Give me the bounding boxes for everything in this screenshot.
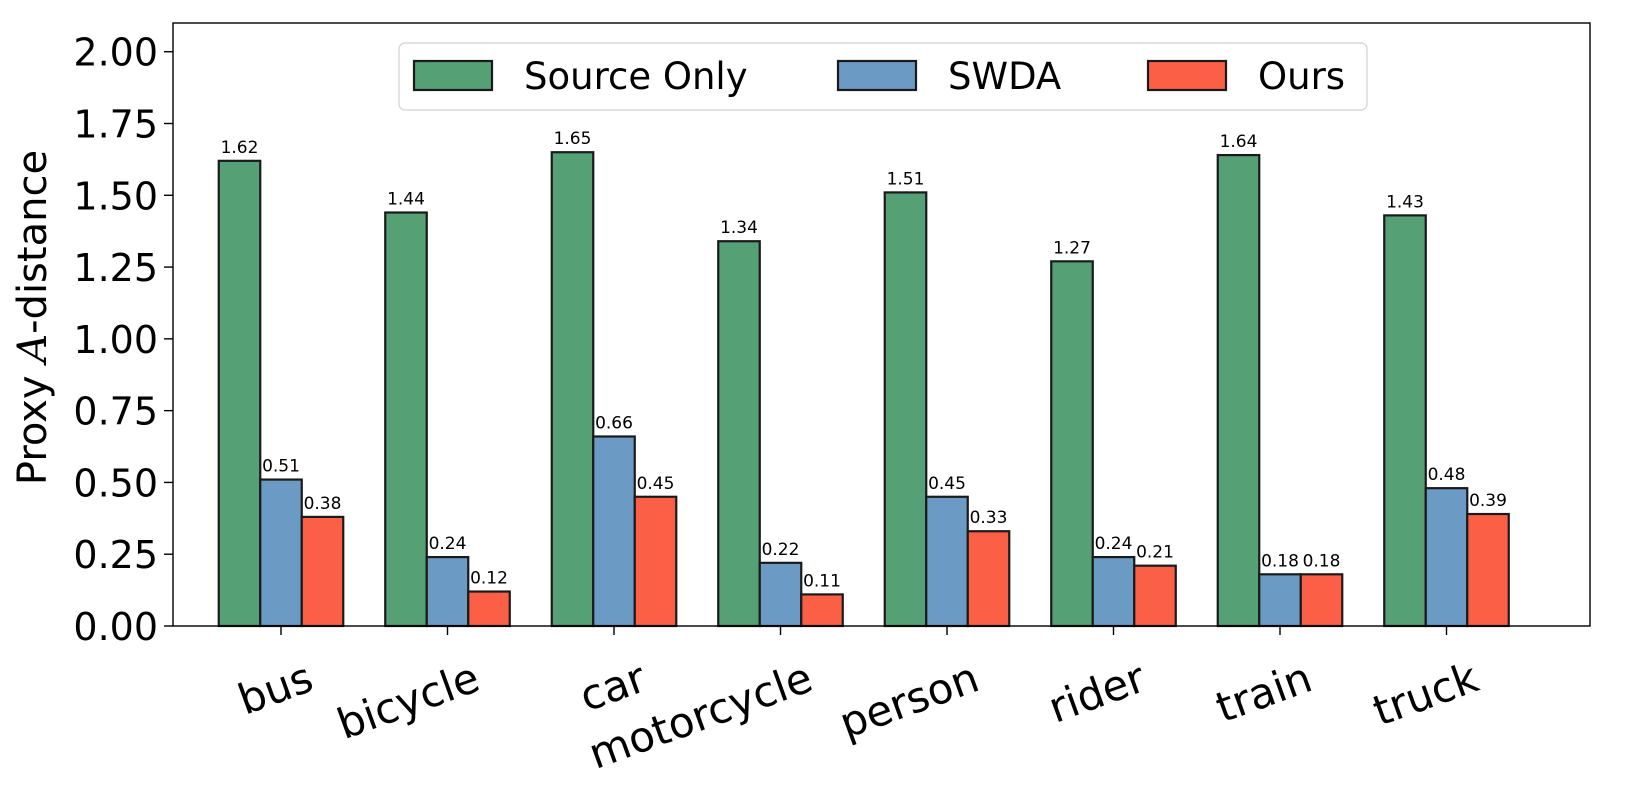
bar-source-only-truck [1383,214,1427,628]
bar-source-only-bus [217,159,262,628]
bar-ours-train [1299,573,1344,628]
bar-swda-motorcycle [758,561,803,628]
data-label-swda-train: 0.18 [1261,551,1299,571]
bar-ours-person [966,530,1011,628]
data-label-source-only-car: 1.65 [554,129,592,149]
data-label-source-only-motorcycle: 1.34 [720,218,758,238]
data-label-ours-motorcycle: 0.11 [803,571,841,591]
data-label-source-only-bus: 1.62 [221,138,259,158]
x-tick-label-train: train [1209,653,1318,732]
data-label-source-only-train: 1.64 [1220,132,1258,152]
x-tick-label-truck: truck [1367,652,1486,735]
y-axis: 0.00 0.25 0.50 0.75 1.00 1.25 1.50 1.75 2.00 [73,31,173,649]
x-tick-label-rider: rider [1042,652,1152,732]
y-tick-label: 0.25 [73,533,158,577]
data-label-ours-bus: 0.38 [304,494,342,514]
bar-source-only-person [883,191,928,628]
bar-source-only-train [1216,153,1261,628]
x-tick-label-bus: bus [232,653,319,725]
legend-swatch-swda [836,59,918,92]
data-label-swda-motorcycle: 0.22 [762,540,800,560]
data-label-swda-bus: 0.51 [262,457,300,477]
bar-swda-bus [259,478,303,628]
bar-swda-bicycle [425,555,470,628]
y-axis-title-suffix: -distance [10,150,56,334]
bar-source-only-motorcycle [717,240,761,628]
data-label-swda-truck: 0.48 [1428,465,1466,485]
y-tick-label: 1.50 [73,174,158,218]
legend-swatch-source-only [412,59,494,92]
legend-label-source-only: Source Only [524,55,748,98]
bar-ours-bus [300,515,345,628]
data-label-source-only-truck: 1.43 [1386,192,1424,212]
bar-source-only-car [550,151,595,628]
y-axis-title-prefix: Proxy [10,363,56,485]
data-label-source-only-rider: 1.27 [1053,238,1091,258]
bar-ours-rider [1133,564,1177,628]
y-tick-label: 1.25 [73,246,158,290]
data-label-ours-person: 0.33 [970,508,1008,528]
bar-swda-car [592,435,636,628]
bar-ours-truck [1466,512,1510,628]
y-axis-title-symbol: A [10,334,56,367]
legend: Source Only SWDA Ours [398,42,1368,111]
legend-label-ours: Ours [1258,55,1345,98]
bar-swda-rider [1091,555,1136,628]
legend-label-swda: SWDA [948,55,1061,98]
data-label-ours-train: 0.18 [1303,551,1341,571]
data-label-source-only-person: 1.51 [887,169,925,189]
bar-swda-truck [1424,487,1469,628]
bar-source-only-bicycle [384,211,428,628]
bar-swda-person [925,495,969,628]
y-axis-title: Proxy A-distance [10,150,56,485]
data-label-ours-bicycle: 0.12 [470,569,508,589]
data-label-swda-car: 0.66 [595,413,633,433]
bar-ours-motorcycle [800,593,844,628]
bar-source-only-rider [1050,260,1094,628]
bars-layer [217,151,1510,628]
bar-ours-car [633,495,678,628]
x-tick-label-bicycle: bicycle [331,653,486,749]
plot-area-frame [172,22,1591,627]
legend-swatch-ours [1146,59,1228,92]
y-tick-label: 1.00 [73,318,158,362]
y-tick-label: 2.00 [73,31,158,75]
y-tick-label: 0.50 [73,461,158,505]
data-label-swda-rider: 0.24 [1095,534,1133,554]
y-tick-label: 0.00 [73,605,158,649]
x-tick-label-person: person [833,653,985,748]
y-tick-label: 0.75 [73,390,158,434]
data-label-ours-truck: 0.39 [1469,491,1507,511]
data-label-source-only-bicycle: 1.44 [387,190,425,210]
data-label-ours-car: 0.45 [637,474,675,494]
data-label-swda-bicycle: 0.24 [429,534,467,554]
y-tick-label: 1.75 [73,103,158,147]
bar-swda-train [1258,573,1302,628]
data-label-ours-rider: 0.21 [1136,543,1174,563]
data-label-swda-person: 0.45 [928,474,966,494]
data-labels-layer: 1.620.510.381.440.240.121.650.660.451.34… [221,129,1507,591]
bar-ours-bicycle [467,590,511,628]
